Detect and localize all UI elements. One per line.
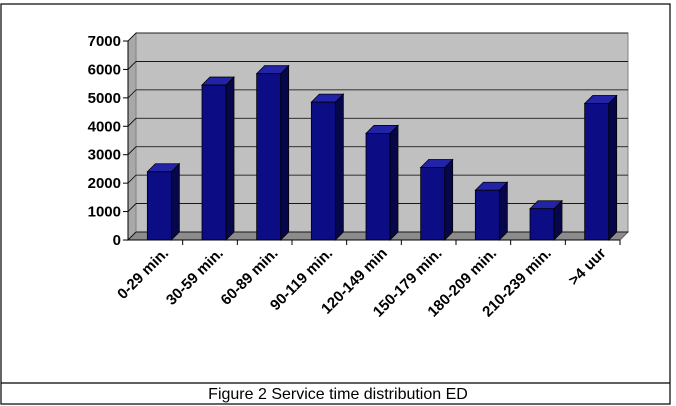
- bar-side: [225, 76, 235, 241]
- bar: [584, 103, 610, 241]
- y-tick-label: 6000: [88, 61, 121, 78]
- bar-side: [389, 124, 399, 241]
- bar: [474, 189, 500, 241]
- bar-side: [608, 94, 618, 241]
- x-tick-label: >4 uur: [565, 245, 609, 289]
- bar: [310, 101, 336, 241]
- gridline-side: [127, 174, 137, 184]
- bar-side: [498, 181, 508, 241]
- gridline-side: [127, 89, 137, 99]
- figure-border: [0, 3, 671, 405]
- y-tick-label: 5000: [88, 90, 121, 107]
- x-tick-label: 0-29 min.: [114, 245, 172, 303]
- bar-side: [170, 162, 180, 241]
- bar: [256, 73, 282, 241]
- gridline-side: [127, 61, 137, 70]
- bar: [529, 208, 555, 241]
- gridline-side: [127, 32, 137, 42]
- gridline-side: [127, 203, 137, 212]
- y-tick-label: 0: [113, 232, 121, 249]
- bar-side: [444, 158, 454, 241]
- y-tick-label: 1000: [88, 204, 121, 221]
- gridline-side: [127, 146, 137, 155]
- y-tick-label: 7000: [88, 33, 121, 50]
- bar-side: [280, 64, 290, 241]
- gridline-side: [127, 118, 137, 127]
- bar: [146, 171, 172, 241]
- bar-chart: 0 1000 2000 3000 4000 5000 6000 7000 0-29 min.30…: [88, 31, 630, 321]
- figure-caption: Figure 2 Service time distribution ED: [208, 386, 468, 403]
- y-tick-label: 3000: [88, 147, 121, 164]
- x-tick-label: 30-59 min.: [163, 245, 227, 309]
- bar-side: [334, 93, 344, 241]
- y-tick-label: 4000: [88, 118, 121, 135]
- y-tick-label: 2000: [88, 175, 121, 192]
- bar: [420, 167, 446, 241]
- chart-side-wall: [127, 31, 137, 242]
- bar: [201, 84, 227, 241]
- gridline-side: [127, 231, 137, 241]
- bar: [365, 132, 391, 241]
